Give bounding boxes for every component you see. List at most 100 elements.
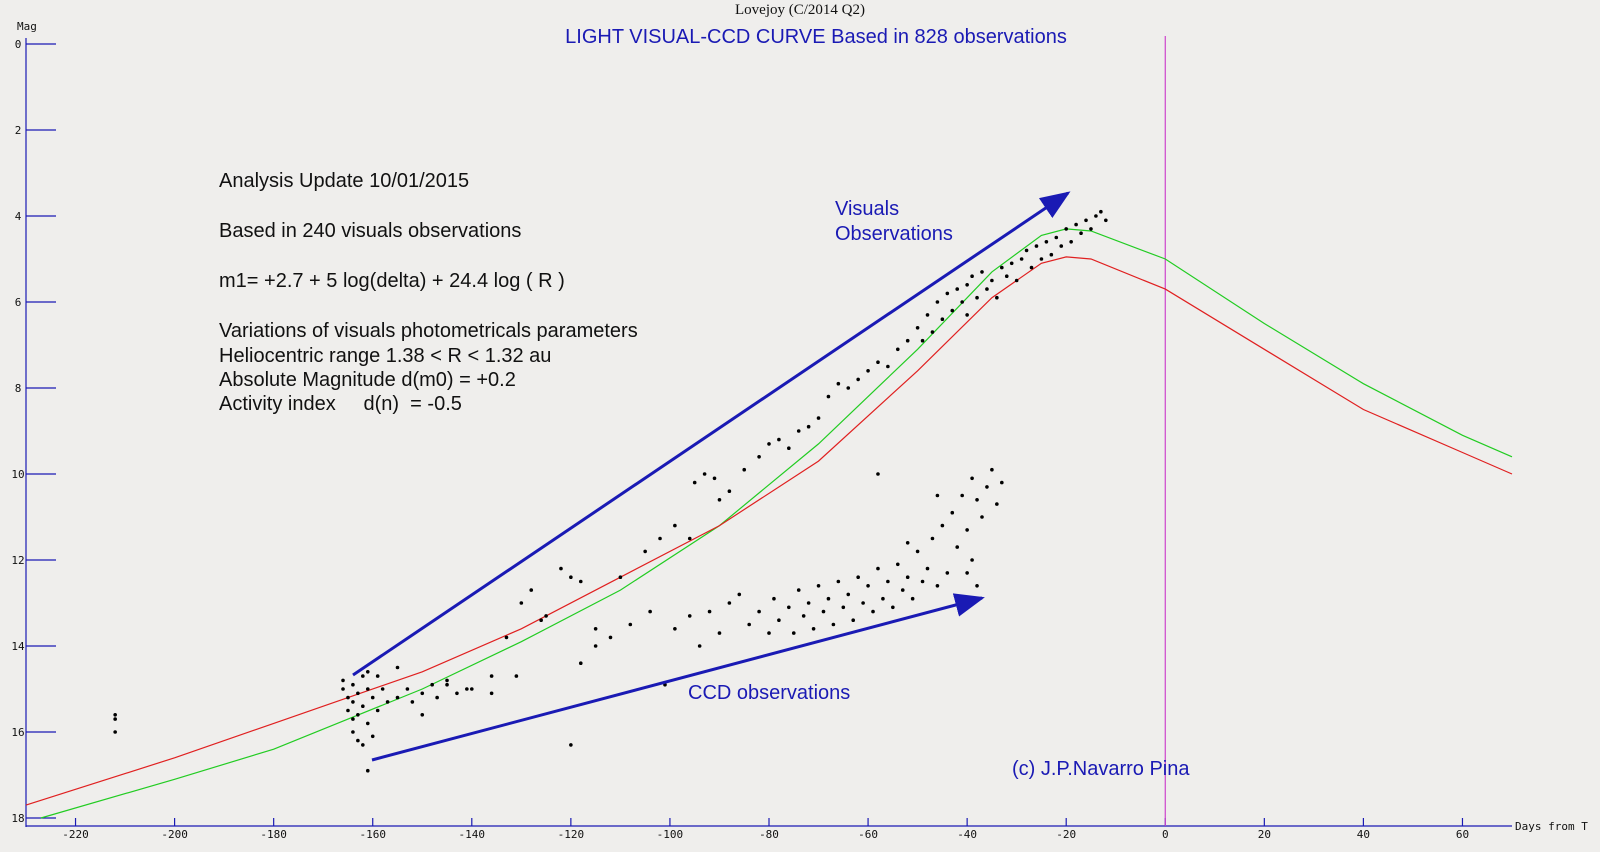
ccd-data-point — [365, 768, 370, 773]
visual-data-point — [504, 635, 509, 640]
ccd-data-point — [940, 523, 945, 528]
ccd-data-point — [648, 609, 652, 614]
visual-data-point — [895, 347, 900, 352]
visual-data-point — [856, 377, 860, 382]
y-axis-label: Mag — [17, 20, 37, 33]
visual-data-point — [1074, 222, 1078, 227]
visuals-label-line1: Visuals — [835, 198, 899, 220]
ccd-data-point — [895, 562, 900, 567]
visual-data-point — [796, 429, 801, 433]
y-tick-label: 18 — [11, 812, 24, 825]
visual-data-point — [375, 674, 380, 678]
ccd-data-point — [831, 622, 836, 627]
ccd-data-point — [787, 605, 791, 610]
ccd-data-point — [910, 596, 915, 601]
ccd-data-point — [420, 691, 425, 696]
visual-data-point — [940, 317, 945, 322]
ccd-data-point — [861, 601, 865, 605]
visual-data-point — [1079, 231, 1083, 235]
visual-data-point — [365, 687, 370, 691]
visual-data-point — [1019, 257, 1024, 261]
y-tick-label: 0 — [15, 38, 22, 51]
visual-data-point — [658, 536, 662, 541]
visual-data-point — [578, 579, 583, 584]
ccd-data-point — [772, 596, 776, 601]
x-axis-ticks: -220 -200 -180 -160 -140 -120 -100 -80 -60 -40 -20… — [62, 818, 1469, 841]
ccd-observation-points — [365, 467, 1004, 773]
visual-data-point — [365, 670, 370, 674]
ccd-data-point — [1000, 480, 1004, 485]
visual-data-point — [341, 687, 345, 691]
x-tick-label: -140 — [459, 828, 486, 841]
annotation-abs-mag: Absolute Magnitude d(m0) = +0.2 — [219, 369, 516, 391]
visual-data-point — [544, 614, 548, 618]
ccd-data-point — [801, 614, 806, 618]
visual-data-point — [980, 270, 984, 274]
visual-data-point — [361, 743, 365, 747]
y-tick-label: 14 — [11, 640, 25, 653]
x-tick-label: -200 — [161, 828, 188, 841]
annotation-variations-title: Variations of visuals photometricals par… — [219, 320, 638, 342]
visual-data-point — [717, 498, 722, 502]
y-tick-label: 16 — [11, 726, 24, 739]
ccd-data-point — [445, 682, 449, 687]
visual-data-point — [370, 695, 375, 700]
ccd-data-point — [881, 596, 885, 601]
x-tick-label: -220 — [62, 828, 89, 841]
visual-data-point — [1064, 227, 1068, 231]
ccd-data-point — [970, 476, 974, 481]
ccd-data-point — [886, 579, 890, 584]
annotation-analysis-update: Analysis Update 10/01/2015 — [219, 170, 469, 192]
visual-trend-arrow — [352, 191, 1071, 677]
ccd-data-point — [900, 588, 905, 592]
visual-data-point — [920, 338, 925, 343]
visual-data-point — [361, 674, 365, 678]
visual-data-point — [1024, 248, 1029, 253]
visual-data-point — [990, 278, 994, 283]
ccd-data-point — [717, 631, 722, 635]
ccd-data-point — [821, 609, 826, 614]
ccd-data-point — [727, 601, 732, 605]
visual-data-point — [975, 295, 979, 300]
ccd-data-point — [965, 571, 969, 575]
ccd-data-point — [539, 618, 543, 622]
ccd-data-point — [697, 644, 702, 648]
ccd-data-point — [891, 605, 895, 610]
ccd-data-point — [846, 592, 851, 597]
ccd-data-point — [608, 635, 613, 640]
ccd-data-point — [841, 605, 846, 610]
x-axis-label: Days from T — [1515, 820, 1588, 833]
visual-data-point — [395, 695, 400, 700]
visual-data-point — [777, 437, 781, 442]
ccd-data-point — [950, 510, 955, 515]
annotation-visual-count: Based in 240 visuals observations — [219, 220, 521, 242]
ccd-data-point — [707, 609, 712, 614]
visual-data-point — [965, 283, 969, 287]
visual-data-point — [470, 687, 474, 691]
visual-data-point — [1009, 261, 1014, 266]
visual-data-point — [925, 313, 930, 317]
ccd-data-point — [514, 674, 519, 678]
ccd-data-point — [836, 579, 841, 584]
x-tick-label: -100 — [657, 828, 684, 841]
visual-data-point — [787, 446, 791, 451]
ccd-data-point — [687, 614, 692, 618]
ccd-data-point — [990, 467, 994, 472]
annotation-activity: Activity index d(n) = -0.5 — [219, 393, 462, 415]
y-tick-label: 10 — [11, 468, 24, 481]
ccd-data-point — [796, 588, 801, 592]
ccd-data-point — [965, 528, 969, 532]
ccd-data-point — [920, 579, 925, 584]
visual-data-point — [529, 588, 534, 592]
ccd-data-point — [851, 618, 856, 622]
y-axis-ticks: 0 2 4 6 8 10 12 14 16 18 — [11, 38, 56, 825]
visual-data-point — [995, 295, 999, 300]
visual-data-point — [905, 338, 910, 343]
ccd-data-point — [826, 596, 831, 601]
y-tick-label: 8 — [15, 382, 22, 395]
ccd-data-point — [975, 498, 979, 502]
model-curve-green — [40, 228, 1513, 819]
visual-data-point — [370, 734, 375, 739]
ccd-data-point — [935, 584, 940, 588]
annotation-helio-range: Heliocentric range 1.38 < R < 1.32 au — [219, 345, 551, 367]
